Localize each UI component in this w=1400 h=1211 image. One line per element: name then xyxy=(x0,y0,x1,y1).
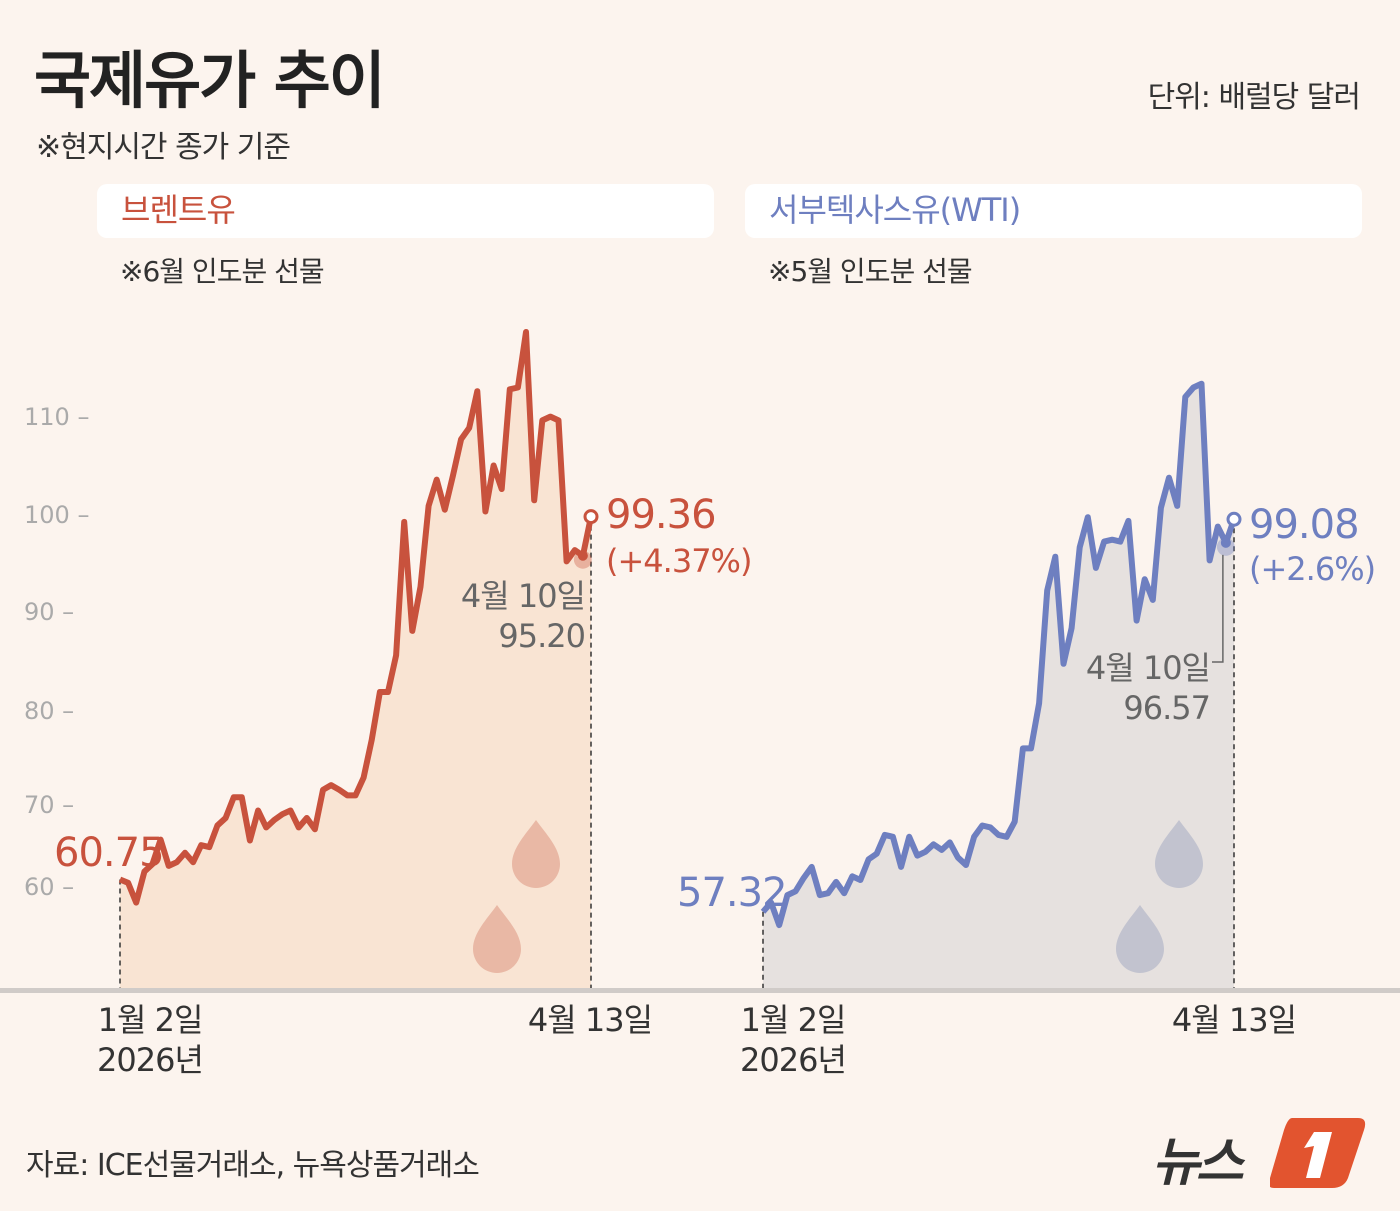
oil-drop-icon xyxy=(473,905,521,973)
wti-end-change: (+2.6%) xyxy=(1249,550,1376,588)
y-tick-label: 110 – xyxy=(24,403,90,431)
brent-end-value: 99.36 xyxy=(606,492,717,538)
brent-note: ※6월 인도분 선물 xyxy=(120,255,325,288)
wti-panel-title: 서부텍사스유(WTI) xyxy=(745,184,1362,238)
wti-note: ※5월 인도분 선물 xyxy=(768,255,973,288)
page-subtitle: ※현지시간 종가 기준 xyxy=(36,130,291,165)
news1-logo: 뉴스 xyxy=(1152,1112,1367,1194)
unit-label: 단위: 배럴당 달러 xyxy=(1147,80,1361,115)
wti-x-end: 4월 13일 xyxy=(1171,1001,1297,1039)
wti-x-start: 1월 2일 2026년 xyxy=(713,1000,873,1080)
x-start-date: 1월 2일 xyxy=(97,1001,204,1039)
x-axis-baseline xyxy=(0,988,1400,993)
wti-start-value: 57.32 xyxy=(677,870,788,916)
x-start-date: 1월 2일 xyxy=(740,1001,847,1039)
annotation-value: 96.57 xyxy=(1123,689,1211,727)
annotation-point xyxy=(1220,537,1231,548)
brent-x-end: 4월 13일 xyxy=(527,1001,653,1039)
y-tick-label: 100 – xyxy=(24,501,90,529)
annotation-point xyxy=(577,550,588,561)
brent-x-start: 1월 2일 2026년 xyxy=(70,1000,230,1080)
end-point-marker xyxy=(583,509,599,525)
brent-chart xyxy=(118,329,599,990)
annotation-date: 4월 10일 xyxy=(1085,649,1211,687)
brent-area-fill xyxy=(120,332,591,990)
y-tick-label: 70 – xyxy=(24,791,75,819)
oil-drop-icon xyxy=(512,820,560,888)
y-tick-label: 60 – xyxy=(24,873,75,901)
brent-annotation: 4월 10일 95.20 xyxy=(440,576,586,656)
x-start-year: 2026년 xyxy=(740,1041,847,1079)
x-start-year: 2026년 xyxy=(97,1041,204,1079)
source-note: 자료: ICE선물거래소, 뉴욕상품거래소 xyxy=(26,1148,480,1183)
y-tick-label: 80 – xyxy=(24,697,75,725)
wti-chart xyxy=(760,380,1242,990)
brent-panel-title: 브렌트유 xyxy=(97,184,714,238)
brent-start-value: 60.75 xyxy=(54,830,165,876)
annotation-leader-line xyxy=(1212,554,1224,663)
brent-end-change: (+4.37%) xyxy=(606,542,752,580)
oil-drop-icon xyxy=(1155,820,1203,888)
oil-drop-icon xyxy=(1116,905,1164,973)
y-tick-label: 90 – xyxy=(24,598,75,626)
annotation-value: 95.20 xyxy=(498,617,586,655)
wti-area-fill xyxy=(763,383,1234,990)
wti-annotation: 4월 10일 96.57 xyxy=(1060,648,1211,728)
page-title: 국제유가 추이 xyxy=(34,44,386,117)
wti-end-value: 99.08 xyxy=(1249,502,1360,548)
end-point-marker xyxy=(1226,511,1242,527)
annotation-date: 4월 10일 xyxy=(460,577,586,615)
